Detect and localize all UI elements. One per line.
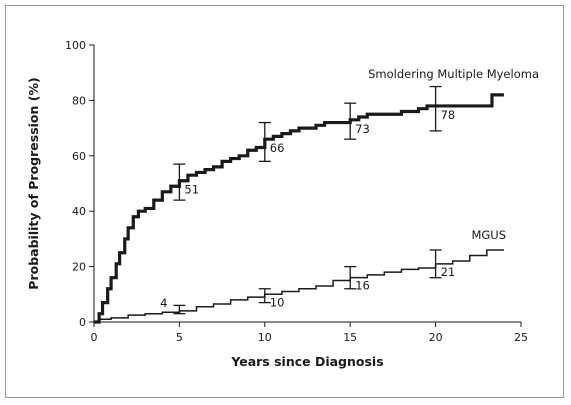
x-tick-label: 15	[343, 331, 357, 344]
x-tick-label: 25	[514, 331, 528, 344]
progression-chart: 0 20 40 60 80 100 0 5 10 15 20 25 51 66 73 78 4 10 16 21 Y…	[26, 39, 539, 369]
data-label: 4	[160, 296, 167, 310]
data-label: 73	[355, 122, 370, 136]
y-tick-label: 20	[72, 261, 86, 274]
data-label: 16	[355, 279, 370, 293]
x-tick-label: 5	[176, 331, 183, 344]
x-tick-label: 0	[91, 331, 98, 344]
x-tick-label: 10	[258, 331, 272, 344]
series-label-mgus: MGUS	[471, 228, 506, 242]
data-label: 21	[441, 265, 456, 279]
y-axis-title: Probability of Progression (%)	[26, 77, 41, 289]
axes: 0 20 40 60 80 100 0 5 10 15 20 25	[65, 39, 528, 344]
data-label: 78	[441, 108, 456, 122]
y-tick-label: 40	[72, 205, 86, 218]
series-line-smoldering-multiple-myeloma	[94, 93, 504, 324]
y-tick-label: 0	[79, 316, 86, 329]
x-axis-title: Years since Diagnosis	[230, 354, 383, 369]
y-tick-label: 100	[65, 39, 86, 52]
data-label: 10	[270, 295, 285, 309]
x-tick-label: 20	[429, 331, 443, 344]
data-label: 51	[184, 183, 199, 197]
series-layer: 51 66 73 78 4 10 16 21	[94, 85, 504, 324]
chart-frame: 0 20 40 60 80 100 0 5 10 15 20 25 51 66 73 78 4 10 16 21 Y…	[5, 5, 564, 398]
y-tick-label: 80	[72, 94, 86, 107]
series-line-mgus	[94, 249, 504, 323]
y-tick-label: 60	[72, 150, 86, 163]
labels-layer: Years since Diagnosis Probability of Pro…	[26, 67, 539, 369]
data-label: 66	[270, 141, 285, 155]
series-label-smoldering-multiple-myeloma: Smoldering Multiple Myeloma	[368, 67, 539, 81]
